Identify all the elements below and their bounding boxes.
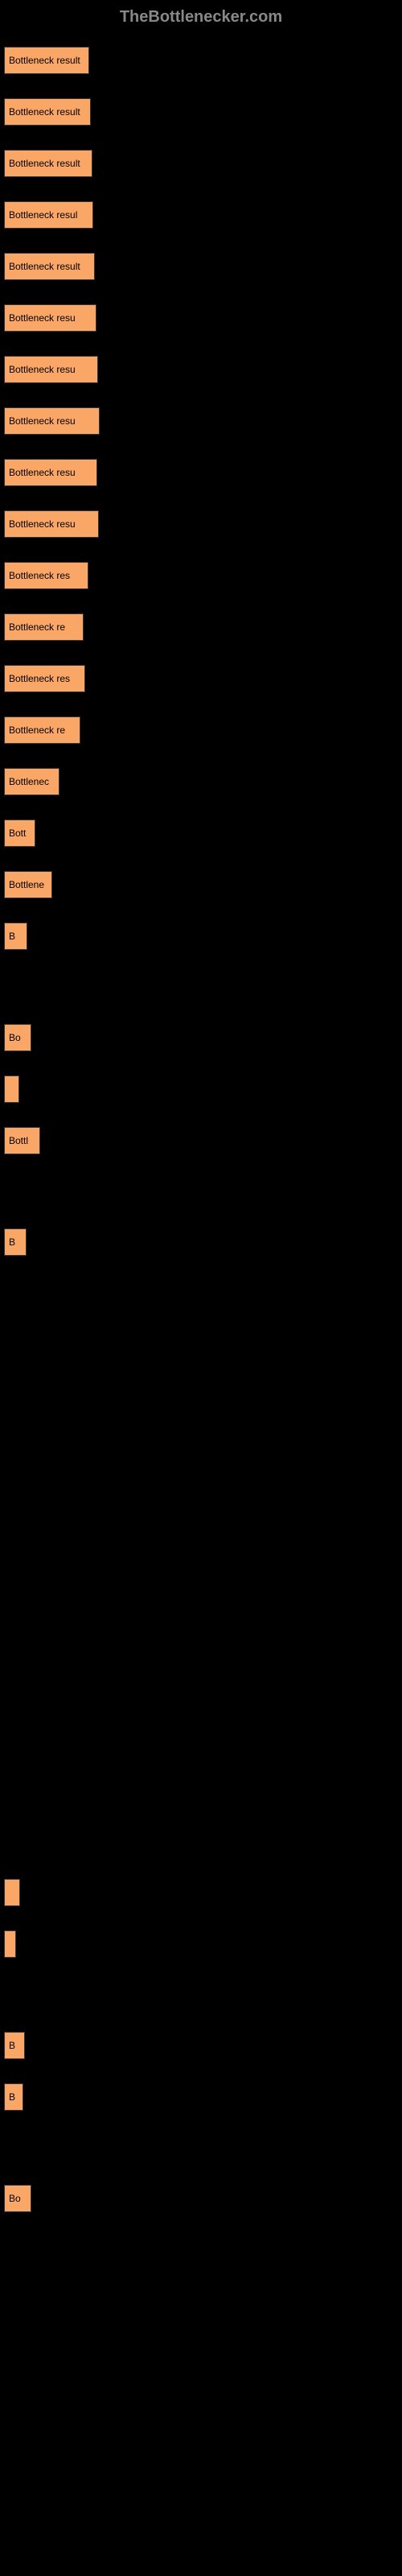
bar: Bottleneck res (4, 665, 85, 692)
bar: B (4, 2032, 25, 2059)
bar-row: Bottleneck result (4, 253, 402, 280)
chart-container: Bottleneck result Bottleneck result Bottle… (0, 47, 402, 2212)
bar-row: B (4, 1228, 402, 1256)
bar-row (4, 2135, 402, 2161)
bar-row (4, 1779, 402, 1805)
bar-row (4, 1982, 402, 2008)
bar: Bottleneck resu (4, 304, 96, 332)
bar-row (4, 1879, 402, 1906)
bar-row: Bo (4, 1024, 402, 1051)
bar-row: Bottleneck resu (4, 510, 402, 538)
bar-row: Bottleneck result (4, 150, 402, 177)
bar-row (4, 1930, 402, 1958)
bar-row (4, 1075, 402, 1103)
bar: Bottlene (4, 871, 52, 898)
bar-row: Bottleneck result (4, 98, 402, 126)
bar-row (4, 974, 402, 1000)
bar-row (4, 1530, 402, 1555)
site-header: TheBottlenecker.com (0, 0, 402, 35)
bar: Bottleneck re (4, 613, 84, 641)
bar-row (4, 1280, 402, 1306)
bar: Bottleneck res (4, 562, 88, 589)
bar-row: B (4, 2032, 402, 2059)
bar: B (4, 2083, 23, 2111)
bar (4, 1075, 19, 1103)
bar-row: Bottleneck re (4, 613, 402, 641)
bar-row (4, 1430, 402, 1455)
bar-row (4, 1330, 402, 1356)
bar-row: Bottleneck re (4, 716, 402, 744)
bar-row: Bottl (4, 1127, 402, 1154)
bar-row (4, 1679, 402, 1705)
bar-row (4, 1480, 402, 1505)
bar (4, 1879, 20, 1906)
bar-row: Bo (4, 2185, 402, 2212)
bar-row: Bottleneck resu (4, 407, 402, 435)
bar: Bottleneck resu (4, 356, 98, 383)
bar-row: Bottleneck resu (4, 356, 402, 383)
bar: Bottleneck re (4, 716, 80, 744)
bar-row: Bottleneck resu (4, 304, 402, 332)
bar-row (4, 1579, 402, 1605)
bar: Bottleneck resul (4, 201, 93, 229)
bar-row: B (4, 923, 402, 950)
bar-row (4, 1729, 402, 1755)
bar: Bott (4, 819, 35, 847)
bar: Bottleneck result (4, 253, 95, 280)
bar: Bo (4, 1024, 31, 1051)
bar-row: Bottleneck result (4, 47, 402, 74)
bar: Bottleneck result (4, 150, 92, 177)
bar-row: Bottlene (4, 871, 402, 898)
bar: B (4, 1228, 27, 1256)
bar-row: Bottleneck res (4, 562, 402, 589)
bar: Bottleneck result (4, 98, 91, 126)
bar: Bottleneck resu (4, 459, 97, 486)
bar-row: Bottleneck res (4, 665, 402, 692)
bar-row: Bottlenec (4, 768, 402, 795)
bar-row: Bottleneck resul (4, 201, 402, 229)
bar: Bottl (4, 1127, 40, 1154)
bar-row (4, 1629, 402, 1655)
bar: Bo (4, 2185, 31, 2212)
bar: Bottleneck resu (4, 510, 99, 538)
bar: Bottleneck resu (4, 407, 100, 435)
bar-row: Bott (4, 819, 402, 847)
bar-row (4, 1380, 402, 1406)
bar: B (4, 923, 27, 950)
bar-row (4, 1179, 402, 1204)
bar-row (4, 1829, 402, 1855)
bar: Bottlenec (4, 768, 59, 795)
bar: Bottleneck result (4, 47, 89, 74)
bar-row: Bottleneck resu (4, 459, 402, 486)
bar (4, 1930, 16, 1958)
bar-row: B (4, 2083, 402, 2111)
